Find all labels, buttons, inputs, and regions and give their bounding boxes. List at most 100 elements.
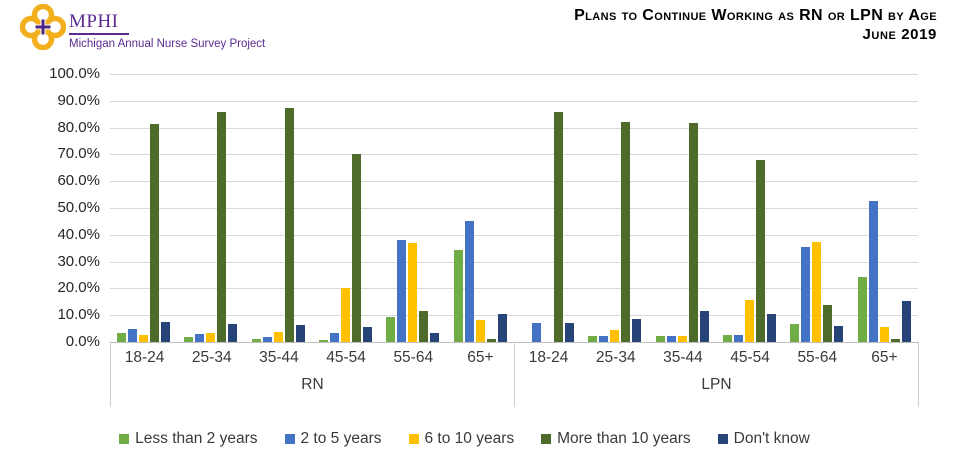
bar: [295, 325, 305, 342]
mphi-logo-icon: [20, 4, 66, 50]
bar: [868, 200, 878, 342]
x-tick-label: 25-34: [191, 349, 232, 366]
bar: [273, 331, 283, 342]
gridline: [110, 234, 918, 236]
chart-title: Plans to Continue Working as RN or LPN b…: [574, 7, 937, 24]
x-tick-label: 18-24: [528, 349, 569, 366]
bar: [879, 327, 889, 342]
bar: [565, 323, 575, 342]
legend-item: More than 10 years: [541, 430, 691, 448]
gridline: [110, 208, 918, 209]
bar: [363, 327, 373, 342]
bar-group-rn-25-34: [177, 74, 244, 342]
bar: [688, 122, 698, 342]
bar: [666, 336, 676, 342]
legend-label: More than 10 years: [557, 430, 691, 447]
legend-swatch-icon: [717, 434, 728, 444]
bar: [352, 154, 362, 342]
legend-item: 6 to 10 years: [408, 430, 514, 448]
legend-swatch-icon: [284, 434, 295, 444]
legend-label: Less than 2 years: [135, 430, 258, 447]
bar: [677, 336, 687, 342]
bar: [251, 339, 261, 342]
x-group-label-rn: RN: [301, 376, 324, 393]
bar: [419, 311, 429, 342]
bar: [801, 247, 811, 342]
y-tick-label: 30.0%: [57, 252, 100, 270]
x-tick-label: 55-64: [797, 349, 838, 366]
bar: [341, 288, 351, 342]
bar-group-rn-35-44: [245, 74, 312, 342]
bar: [128, 328, 138, 342]
bar: [195, 334, 205, 342]
gridline: [110, 127, 918, 129]
legend-swatch-icon: [119, 434, 130, 444]
bar: [655, 335, 665, 342]
x-section-rn: 18-24 25-34 35-44 45-54 55-64 65+ RN: [110, 343, 514, 407]
bar-group-lpn-18-24: [514, 74, 581, 342]
bar: [453, 249, 463, 342]
y-tick-label: 0.0%: [65, 333, 100, 350]
bar-group-rn-55-64: [379, 74, 446, 342]
bar: [217, 111, 227, 342]
x-tick-label: 65+: [467, 349, 494, 366]
bar: [184, 336, 194, 342]
legend-item: 2 to 5 years: [284, 430, 382, 448]
x-tick-label: 45-54: [326, 349, 366, 366]
bars-layer: [110, 74, 918, 342]
bar: [408, 242, 418, 342]
bar-group-rn-18-24: [110, 74, 177, 342]
bar: [621, 122, 631, 342]
bar: [823, 304, 833, 342]
gridline: [110, 315, 918, 317]
bar: [901, 300, 911, 342]
bar: [812, 242, 822, 342]
y-tick-label: 20.0%: [57, 279, 100, 297]
bar: [497, 313, 507, 342]
legend-label: 2 to 5 years: [300, 430, 382, 447]
y-axis: 100.0% 90.0% 80.0% 70.0% 60.0% 50.0% 40.0% 30.0…: [0, 65, 100, 350]
bar-group-lpn-25-34: [581, 74, 648, 342]
bar-group-lpn-65+: [851, 74, 918, 342]
x-axis: 18-24 25-34 35-44 45-54 55-64 65+ RN 18-24 25-34…: [110, 342, 919, 407]
logo-tagline: Michigan Annual Nurse Survey Project: [69, 37, 266, 50]
bar: [588, 336, 598, 342]
gridline: [110, 181, 918, 183]
bar: [330, 332, 340, 342]
bar: [734, 335, 744, 342]
bar: [475, 319, 485, 342]
bar: [430, 332, 440, 342]
bar: [206, 332, 216, 342]
x-tick-label: 18-24: [124, 349, 165, 366]
gridline: [110, 100, 918, 102]
bar: [139, 334, 149, 342]
bar: [262, 336, 272, 342]
gridline: [110, 74, 918, 75]
bar: [117, 332, 127, 342]
bar: [834, 325, 844, 342]
legend-label: Don't know: [733, 430, 810, 447]
chart-subtitle: June 2019: [862, 26, 937, 43]
bar: [599, 336, 609, 342]
bar: [790, 324, 800, 342]
gridline: [110, 154, 918, 156]
legend: Less than 2 years 2 to 5 years 6 to 10 yea…: [0, 430, 929, 448]
x-tick-label: 35-44: [663, 349, 703, 366]
mphi-logo: MPHI Michigan Annual Nurse Survey Projec…: [20, 4, 265, 50]
y-tick-label: 70.0%: [57, 145, 100, 163]
bar: [228, 324, 238, 342]
bar: [745, 300, 755, 342]
x-group-label-lpn: LPN: [701, 376, 732, 393]
bar: [486, 339, 496, 342]
bar-group-lpn-55-64: [783, 74, 850, 342]
y-tick-label: 80.0%: [57, 118, 100, 136]
bar-group-rn-65+: [447, 74, 514, 342]
legend-swatch-icon: [408, 434, 419, 444]
bar: [756, 159, 766, 342]
y-tick-label: 60.0%: [57, 172, 100, 190]
x-tick-label: 35-44: [259, 349, 299, 366]
logo-acronym: MPHI: [69, 12, 129, 35]
gridline: [110, 288, 918, 290]
bar: [554, 112, 564, 342]
y-tick-label: 40.0%: [57, 225, 100, 243]
